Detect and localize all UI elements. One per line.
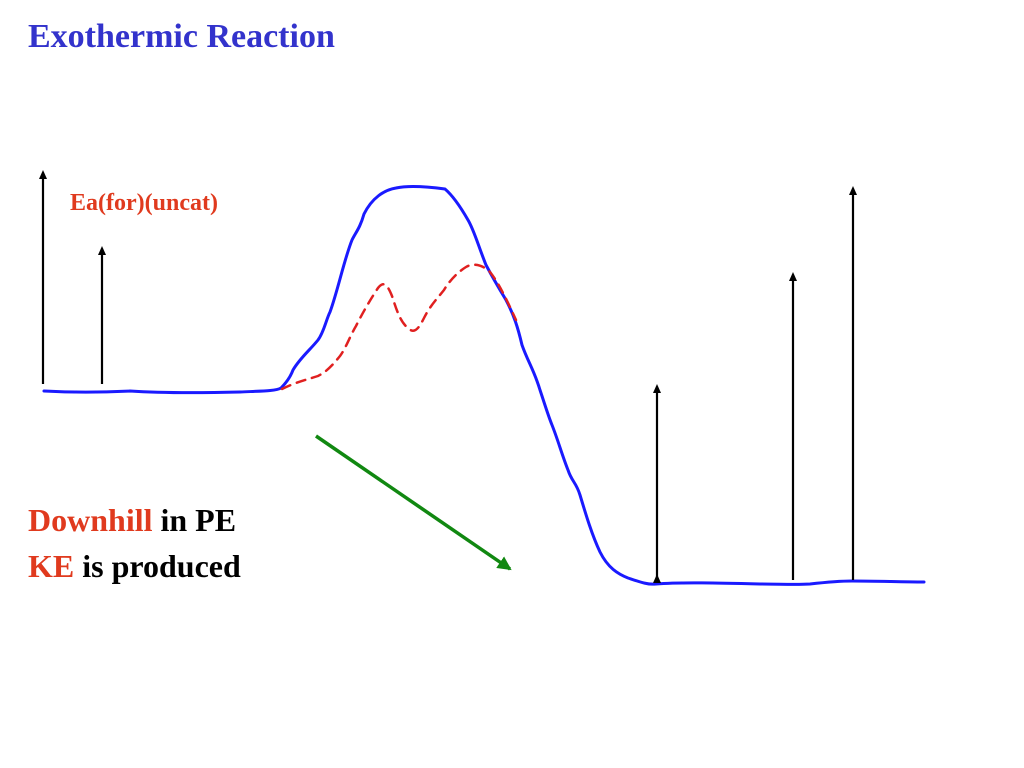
downhill-arrow bbox=[315, 434, 512, 571]
caption-in-pe: in PE bbox=[152, 502, 237, 538]
uncatalyzed-pe-curve bbox=[42, 184, 926, 586]
caption: Downhill in PE KE is produced bbox=[28, 497, 241, 589]
caption-line-2: KE is produced bbox=[28, 543, 241, 589]
caption-downhill: Downhill bbox=[28, 502, 153, 538]
activation-energy-label: Ea(for)(uncat) bbox=[70, 190, 218, 216]
slide-title: Exothermic Reaction bbox=[28, 18, 335, 55]
caption-line-1: Downhill in PE bbox=[28, 497, 241, 543]
caption-ke: KE bbox=[28, 548, 75, 584]
catalyzed-pe-curve bbox=[280, 263, 518, 391]
caption-is-produced: is produced bbox=[74, 548, 241, 584]
